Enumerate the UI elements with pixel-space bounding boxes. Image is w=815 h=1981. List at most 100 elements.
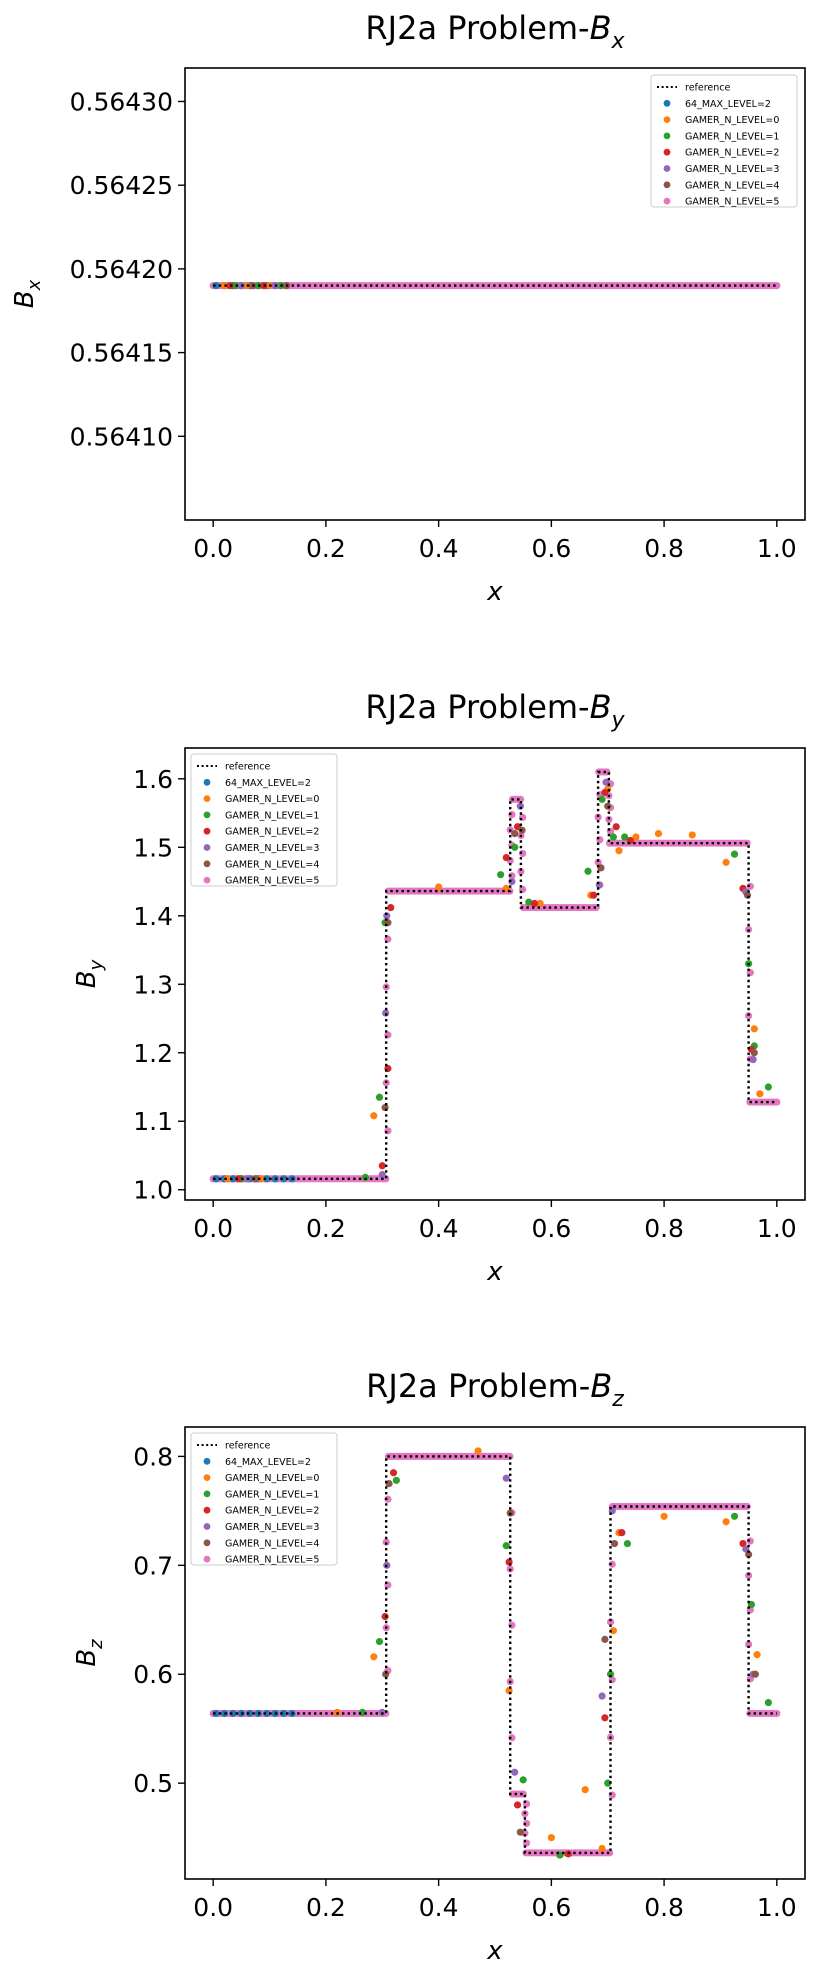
legend-swatch bbox=[203, 795, 211, 802]
data-point bbox=[601, 788, 609, 797]
legend-label: GAMER_N_LEVEL=4 bbox=[685, 180, 779, 191]
data-point bbox=[749, 1056, 757, 1064]
x-tick-label: 0.6 bbox=[531, 534, 571, 563]
legend-swatch bbox=[663, 197, 671, 205]
chart-title: RJ2a Problem-Bz bbox=[366, 1367, 624, 1412]
data-point bbox=[773, 1709, 781, 1718]
y-axis-label: Bx bbox=[10, 279, 45, 308]
legend-label: GAMER_N_LEVEL=2 bbox=[685, 148, 779, 159]
data-point bbox=[229, 1175, 237, 1183]
x-tick-label: 0.6 bbox=[531, 1214, 571, 1243]
data-point bbox=[234, 1175, 243, 1183]
x-tick-label: 0.6 bbox=[531, 1893, 571, 1922]
y-tick-label: 1.6 bbox=[133, 765, 173, 794]
data-point bbox=[502, 1474, 510, 1482]
data-point bbox=[730, 1512, 739, 1520]
legend-item-gamer-n-level-2: GAMER_N_LEVEL=2 bbox=[663, 148, 779, 159]
legend-item-reference: reference bbox=[197, 1441, 271, 1452]
x-tick-label: 0.2 bbox=[306, 1214, 346, 1243]
legend-item-64-max-level-2: 64_MAX_LEVEL=2 bbox=[203, 778, 311, 789]
data-point bbox=[746, 1537, 754, 1545]
data-point bbox=[508, 872, 516, 880]
y-axis-label: By bbox=[72, 959, 107, 988]
data-point bbox=[536, 899, 544, 908]
data-point bbox=[654, 830, 663, 838]
legend-swatch bbox=[663, 132, 671, 140]
data-point bbox=[745, 1550, 753, 1559]
legend-label: reference bbox=[685, 83, 731, 94]
data-point bbox=[590, 891, 598, 899]
data-point bbox=[601, 1714, 609, 1722]
legend-swatch bbox=[663, 181, 671, 189]
legend-swatch bbox=[203, 778, 211, 786]
data-point bbox=[516, 1828, 524, 1836]
data-point bbox=[246, 1709, 254, 1718]
legend-label: GAMER_N_LEVEL=2 bbox=[225, 1506, 319, 1517]
legend-swatch bbox=[663, 148, 671, 156]
data-point bbox=[530, 899, 539, 908]
data-point bbox=[513, 1801, 522, 1809]
data-point bbox=[382, 1670, 390, 1678]
legend: reference 64_MAX_LEVEL=2 GAMER_N_LEVEL=0 GA… bbox=[190, 1432, 338, 1566]
data-point bbox=[621, 833, 629, 841]
legend-item-64-max-level-2: 64_MAX_LEVEL=2 bbox=[203, 1457, 311, 1468]
data-point bbox=[212, 1175, 220, 1183]
data-point bbox=[229, 1709, 237, 1718]
data-point bbox=[764, 1698, 772, 1707]
legend-label: 64_MAX_LEVEL=2 bbox=[225, 778, 311, 789]
x-tick-label: 1.0 bbox=[757, 534, 797, 563]
legend-label: GAMER_N_LEVEL=4 bbox=[225, 859, 319, 870]
reference-line bbox=[213, 1455, 777, 1855]
legend-swatch bbox=[663, 116, 671, 123]
data-point bbox=[612, 823, 620, 831]
data-point bbox=[750, 1025, 758, 1033]
legend-label: GAMER_N_LEVEL=5 bbox=[225, 1555, 319, 1566]
legend-swatch bbox=[203, 860, 211, 868]
data-point bbox=[745, 1640, 753, 1649]
data-point bbox=[773, 1098, 781, 1106]
data-point bbox=[722, 858, 730, 866]
y-tick-label: 1.1 bbox=[133, 1107, 173, 1136]
series-gamer-n-level-4 bbox=[382, 1480, 760, 1836]
data-point bbox=[387, 903, 395, 912]
legend-item-gamer-n-level-0: GAMER_N_LEVEL=0 bbox=[203, 1473, 319, 1484]
data-point bbox=[722, 1518, 730, 1526]
data-point bbox=[739, 1539, 747, 1548]
x-tick-label: 0.0 bbox=[193, 534, 233, 563]
y-tick-label: 0.7 bbox=[133, 1551, 173, 1580]
data-point bbox=[609, 833, 617, 841]
data-point bbox=[746, 882, 754, 890]
data-point bbox=[516, 802, 524, 810]
legend-label: reference bbox=[225, 762, 271, 773]
data-point bbox=[688, 831, 696, 839]
legend-swatch bbox=[203, 876, 211, 884]
data-point bbox=[525, 898, 533, 906]
data-point bbox=[263, 1175, 271, 1183]
x-tick-label: 1.0 bbox=[757, 1893, 797, 1922]
y-tick-label: 0.56430 bbox=[70, 87, 173, 116]
y-tick-label: 1.4 bbox=[133, 902, 173, 931]
legend-item-gamer-n-level-1: GAMER_N_LEVEL=1 bbox=[203, 810, 319, 821]
data-point bbox=[660, 1512, 668, 1520]
legend-item-gamer-n-level-1: GAMER_N_LEVEL=1 bbox=[663, 131, 779, 142]
legend-label: GAMER_N_LEVEL=1 bbox=[685, 131, 779, 142]
data-point bbox=[212, 282, 220, 290]
legend: reference 64_MAX_LEVEL=2 GAMER_N_LEVEL=0 GA… bbox=[650, 74, 798, 208]
data-point bbox=[594, 813, 602, 821]
legend-label: GAMER_N_LEVEL=0 bbox=[225, 794, 319, 805]
series-gamer-n-level-3 bbox=[378, 1474, 757, 1776]
chart-bx: RJ2a Problem-Bx 0.0 0.2 0.4 0.6 0.8 1.0 0.5641… bbox=[10, 9, 806, 607]
y-tick-label: 1.5 bbox=[133, 833, 173, 862]
y-tick-label: 0.6 bbox=[133, 1660, 173, 1689]
data-point bbox=[606, 1670, 615, 1678]
x-tick-label: 0.2 bbox=[306, 534, 346, 563]
plot-frame bbox=[184, 1426, 806, 1880]
data-point bbox=[378, 1162, 386, 1170]
legend-label: GAMER_N_LEVEL=5 bbox=[225, 876, 319, 887]
data-point bbox=[606, 1618, 615, 1626]
data-point bbox=[383, 912, 391, 920]
legend-swatch bbox=[203, 1506, 211, 1514]
legend-item-gamer-n-level-4: GAMER_N_LEVEL=4 bbox=[663, 180, 779, 191]
legend-item-gamer-n-level-3: GAMER_N_LEVEL=3 bbox=[203, 843, 319, 854]
legend-swatch bbox=[203, 1555, 211, 1563]
